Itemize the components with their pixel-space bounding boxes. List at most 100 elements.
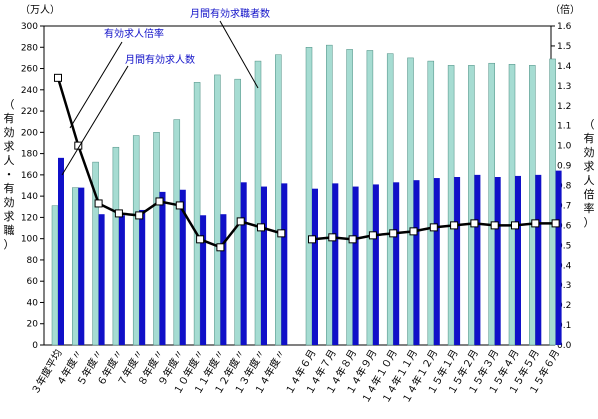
bar-job-openings <box>220 214 227 345</box>
bar-job-openings <box>535 174 542 345</box>
left-tick-label: 220 <box>21 107 38 117</box>
bar-job-openings <box>515 175 521 345</box>
ratio-point <box>409 227 418 236</box>
right-tick-label: 1.2 <box>557 102 571 112</box>
ratio-point <box>328 233 337 242</box>
bar-job-seekers <box>72 187 79 346</box>
left-tick-label: 160 <box>21 171 38 181</box>
right-tick-label: 1.1 <box>557 122 571 132</box>
ratio-point <box>470 219 479 228</box>
left-tick-label: 200 <box>21 128 38 138</box>
right-axis-title: （有効求人倍率） <box>584 118 595 229</box>
bars <box>51 44 562 346</box>
right-tick-label: 1.3 <box>557 82 571 92</box>
category-label: ３年度平均 <box>28 347 64 397</box>
ratio-point <box>74 141 83 150</box>
bar-job-openings <box>352 186 359 345</box>
bar-job-openings <box>555 170 562 345</box>
right-tick-label: 0.2 <box>557 301 571 311</box>
left-tick-label: 20 <box>27 320 39 330</box>
right-tick-label: 0.8 <box>557 182 572 192</box>
bar-job-seekers <box>407 57 414 346</box>
bar-job-seekers <box>193 82 201 346</box>
ratio-point <box>490 221 499 230</box>
right-tick-label: 1.5 <box>557 42 571 52</box>
bar-job-openings <box>159 191 166 345</box>
bar-job-seekers <box>275 54 282 346</box>
bar-job-seekers <box>305 47 313 346</box>
left-tick-label: 300 <box>21 22 38 32</box>
ratio-point <box>155 197 164 206</box>
ratio-point <box>429 223 438 232</box>
bar-job-seekers <box>366 50 374 346</box>
annotation-ratio-leader <box>69 41 123 129</box>
ratio-point <box>368 231 377 240</box>
right-tick-label: 1.4 <box>557 62 572 72</box>
bar-job-seekers <box>214 74 221 346</box>
bar-job-seekers <box>112 146 120 346</box>
bar-job-openings <box>372 184 379 345</box>
ratio-point <box>94 199 103 208</box>
right-axis-unit: （倍） <box>550 3 580 16</box>
bar-job-openings <box>261 186 267 345</box>
bar-job-seekers <box>386 53 394 346</box>
bar-job-openings <box>474 174 481 345</box>
bar-job-seekers <box>508 64 516 346</box>
ratio-point <box>257 223 265 232</box>
bar-job-seekers <box>468 65 475 346</box>
left-tick-label: 0 <box>32 341 38 351</box>
bar-job-openings <box>332 183 339 345</box>
ratio-point <box>551 219 560 228</box>
ratio-point <box>54 73 62 82</box>
bar-job-seekers <box>51 205 59 346</box>
bar-job-openings <box>413 180 420 345</box>
right-tick-label: 0.0 <box>557 341 572 351</box>
ratio-point <box>511 221 519 230</box>
bar-job-seekers <box>132 135 140 346</box>
ratio-point <box>348 235 357 244</box>
ratio-point <box>389 229 398 238</box>
right-tick-label: 0.3 <box>557 281 571 291</box>
ratio-point <box>216 243 225 252</box>
right-tick-label: 0.4 <box>557 261 572 271</box>
ratio-point <box>135 211 144 220</box>
ratio-point <box>114 209 123 218</box>
left-tick-label: 140 <box>21 192 38 202</box>
ratio-point <box>277 229 286 238</box>
bar-job-openings <box>200 215 207 345</box>
ratio-line <box>56 77 282 249</box>
bar-job-openings <box>312 188 318 345</box>
ratio-lines <box>54 73 560 252</box>
right-tick-label: 0.1 <box>557 321 571 331</box>
bar-job-openings <box>179 189 186 345</box>
bar-job-openings <box>494 176 501 345</box>
left-tick-label: 120 <box>21 213 38 223</box>
bar-job-seekers <box>529 65 536 346</box>
left-tick-label: 80 <box>27 256 39 266</box>
bar-job-openings <box>139 209 146 345</box>
bar-job-seekers <box>427 60 435 346</box>
left-tick-label: 60 <box>27 277 39 287</box>
bar-job-seekers <box>549 58 556 346</box>
bar-job-openings <box>240 182 247 345</box>
ratio-point <box>531 219 540 228</box>
left-tick-label: 40 <box>27 298 39 308</box>
ratio-point <box>175 201 184 210</box>
bar-job-seekers <box>153 132 160 346</box>
bar-job-seekers <box>346 49 353 346</box>
bar-job-seekers <box>488 62 495 346</box>
category-labels: ３年度平均４年度〃５年度〃６年度〃７年度〃８年度〃９年度〃１０年度〃１１年度〃１… <box>28 347 562 405</box>
right-tick-label: 1.0 <box>557 142 572 152</box>
annotation-openings-leader <box>61 65 129 176</box>
left-tick-label: 180 <box>21 150 38 160</box>
left-tick-label: 260 <box>21 65 38 75</box>
right-tick-label: 0.5 <box>557 241 571 251</box>
ratio-point <box>308 235 316 244</box>
right-tick-label: 0.9 <box>557 162 572 172</box>
right-tick-label: 0.6 <box>557 221 572 231</box>
left-tick-label: 280 <box>21 43 38 53</box>
bar-job-seekers <box>447 65 455 346</box>
ratio-point <box>236 217 245 226</box>
bar-job-seekers <box>254 60 262 346</box>
